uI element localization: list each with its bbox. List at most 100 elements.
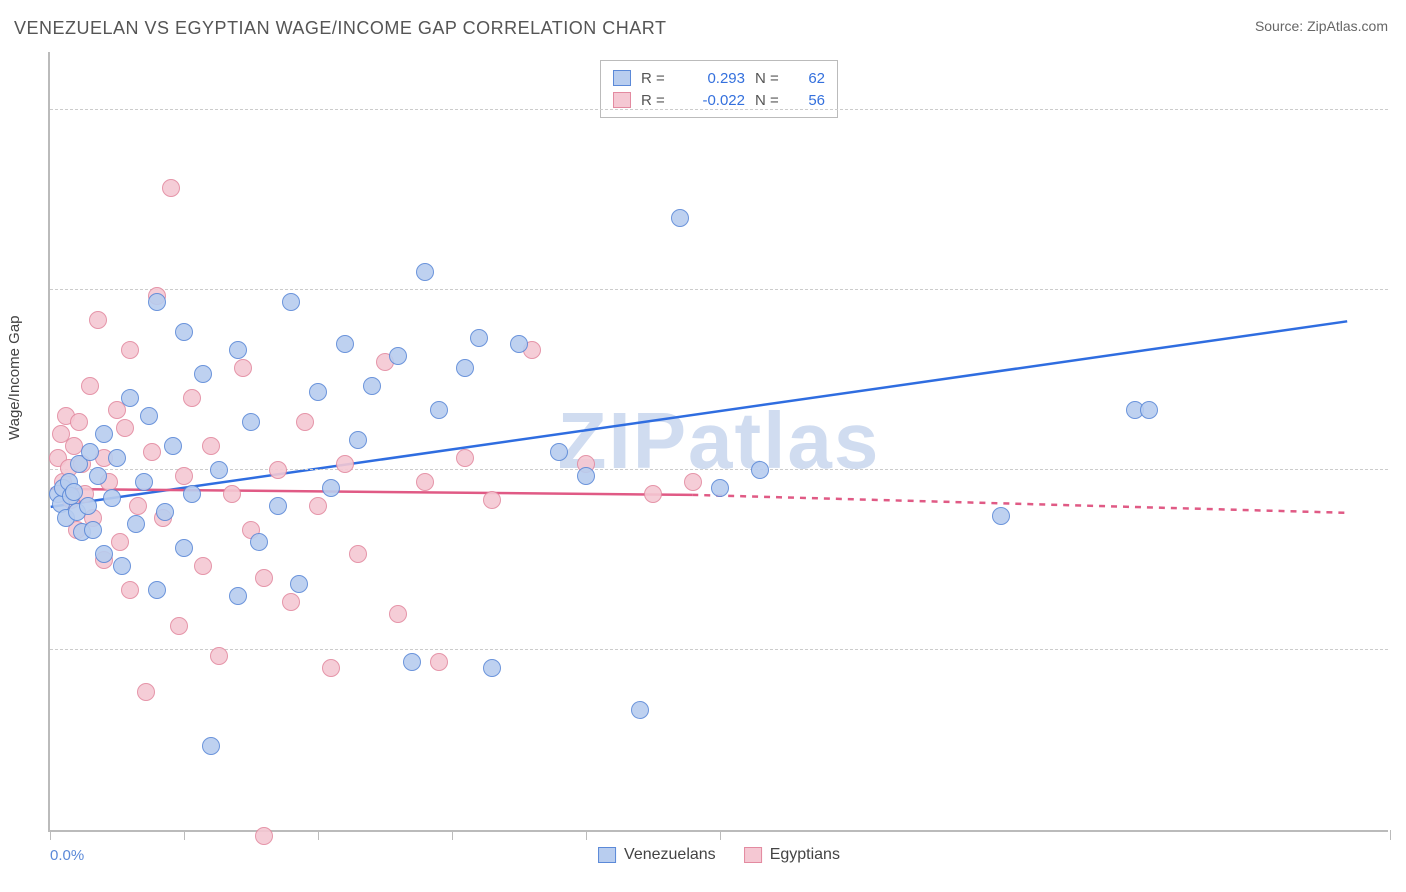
data-point-venezuelan: [175, 539, 193, 557]
legend-label-venezuelans: Venezuelans: [624, 846, 716, 864]
y-tick-label: 15.0%: [1398, 642, 1406, 659]
data-point-venezuelan: [403, 653, 421, 671]
data-point-egyptian: [644, 485, 662, 503]
data-point-venezuelan: [84, 521, 102, 539]
data-point-venezuelan: [389, 347, 407, 365]
series-legend: Venezuelans Egyptians: [598, 846, 840, 864]
swatch-venezuelans: [598, 847, 616, 863]
data-point-egyptian: [483, 491, 501, 509]
data-point-egyptian: [210, 647, 228, 665]
x-tick: [720, 830, 721, 840]
data-point-egyptian: [282, 593, 300, 611]
data-point-egyptian: [116, 419, 134, 437]
data-point-venezuelan: [79, 497, 97, 515]
correlation-row-egyptians: R = -0.022 N = 56: [613, 89, 825, 111]
gridline-h: [50, 469, 1388, 470]
data-point-venezuelan: [95, 425, 113, 443]
data-point-egyptian: [223, 485, 241, 503]
x-tick: [586, 830, 587, 840]
data-point-egyptian: [129, 497, 147, 515]
correlation-row-venezuelans: R = 0.293 N = 62: [613, 67, 825, 89]
data-point-venezuelan: [992, 507, 1010, 525]
data-point-egyptian: [121, 341, 139, 359]
data-point-venezuelan: [416, 263, 434, 281]
data-point-egyptian: [194, 557, 212, 575]
legend-item-venezuelans: Venezuelans: [598, 846, 716, 864]
data-point-venezuelan: [290, 575, 308, 593]
data-point-egyptian: [309, 497, 327, 515]
data-point-egyptian: [121, 581, 139, 599]
data-point-venezuelan: [456, 359, 474, 377]
trend-lines-layer: [50, 52, 1388, 830]
source-prefix: Source:: [1255, 18, 1307, 34]
data-point-venezuelan: [148, 581, 166, 599]
data-point-egyptian: [111, 533, 129, 551]
data-point-egyptian: [336, 455, 354, 473]
trend-line: [692, 495, 1347, 513]
data-point-venezuelan: [242, 413, 260, 431]
plot-area: ZIPatlas R = 0.293 N = 62 R = -0.022 N =…: [48, 52, 1388, 832]
data-point-venezuelan: [156, 503, 174, 521]
data-point-egyptian: [202, 437, 220, 455]
x-axis-max-label: 50.0%: [1398, 847, 1406, 864]
data-point-venezuelan: [631, 701, 649, 719]
data-point-egyptian: [269, 461, 287, 479]
data-point-venezuelan: [81, 443, 99, 461]
data-point-venezuelan: [470, 329, 488, 347]
r-label: R =: [641, 92, 675, 109]
source-name: ZipAtlas.com: [1307, 18, 1388, 34]
data-point-egyptian: [456, 449, 474, 467]
data-point-venezuelan: [127, 515, 145, 533]
legend-item-egyptians: Egyptians: [744, 846, 840, 864]
data-point-venezuelan: [89, 467, 107, 485]
data-point-egyptian: [430, 653, 448, 671]
data-point-egyptian: [255, 569, 273, 587]
n-label: N =: [755, 92, 789, 109]
data-point-egyptian: [183, 389, 201, 407]
data-point-egyptian: [684, 473, 702, 491]
gridline-h: [50, 109, 1388, 110]
data-point-venezuelan: [183, 485, 201, 503]
data-point-venezuelan: [711, 479, 729, 497]
data-point-venezuelan: [229, 341, 247, 359]
x-tick: [1390, 830, 1391, 840]
gridline-h: [50, 649, 1388, 650]
data-point-egyptian: [234, 359, 252, 377]
data-point-venezuelan: [282, 293, 300, 311]
data-point-egyptian: [143, 443, 161, 461]
data-point-egyptian: [162, 179, 180, 197]
data-point-venezuelan: [510, 335, 528, 353]
data-point-venezuelan: [577, 467, 595, 485]
legend-label-egyptians: Egyptians: [770, 846, 840, 864]
data-point-venezuelan: [108, 449, 126, 467]
data-point-venezuelan: [148, 293, 166, 311]
data-point-egyptian: [81, 377, 99, 395]
data-point-egyptian: [70, 413, 88, 431]
data-point-venezuelan: [103, 489, 121, 507]
data-point-venezuelan: [1140, 401, 1158, 419]
data-point-venezuelan: [113, 557, 131, 575]
data-point-venezuelan: [202, 737, 220, 755]
data-point-egyptian: [322, 659, 340, 677]
data-point-egyptian: [170, 617, 188, 635]
y-tick-label: 45.0%: [1398, 282, 1406, 299]
r-value-venezuelans: 0.293: [685, 70, 745, 87]
n-value-venezuelans: 62: [799, 70, 825, 87]
data-point-egyptian: [137, 683, 155, 701]
data-point-venezuelan: [671, 209, 689, 227]
data-point-egyptian: [175, 467, 193, 485]
gridline-h: [50, 289, 1388, 290]
data-point-venezuelan: [349, 431, 367, 449]
chart-title: VENEZUELAN VS EGYPTIAN WAGE/INCOME GAP C…: [14, 18, 666, 39]
r-value-egyptians: -0.022: [685, 92, 745, 109]
data-point-egyptian: [416, 473, 434, 491]
data-point-venezuelan: [336, 335, 354, 353]
data-point-egyptian: [389, 605, 407, 623]
data-point-venezuelan: [751, 461, 769, 479]
data-point-venezuelan: [309, 383, 327, 401]
data-point-venezuelan: [322, 479, 340, 497]
data-point-venezuelan: [250, 533, 268, 551]
data-point-venezuelan: [175, 323, 193, 341]
data-point-venezuelan: [121, 389, 139, 407]
data-point-venezuelan: [229, 587, 247, 605]
